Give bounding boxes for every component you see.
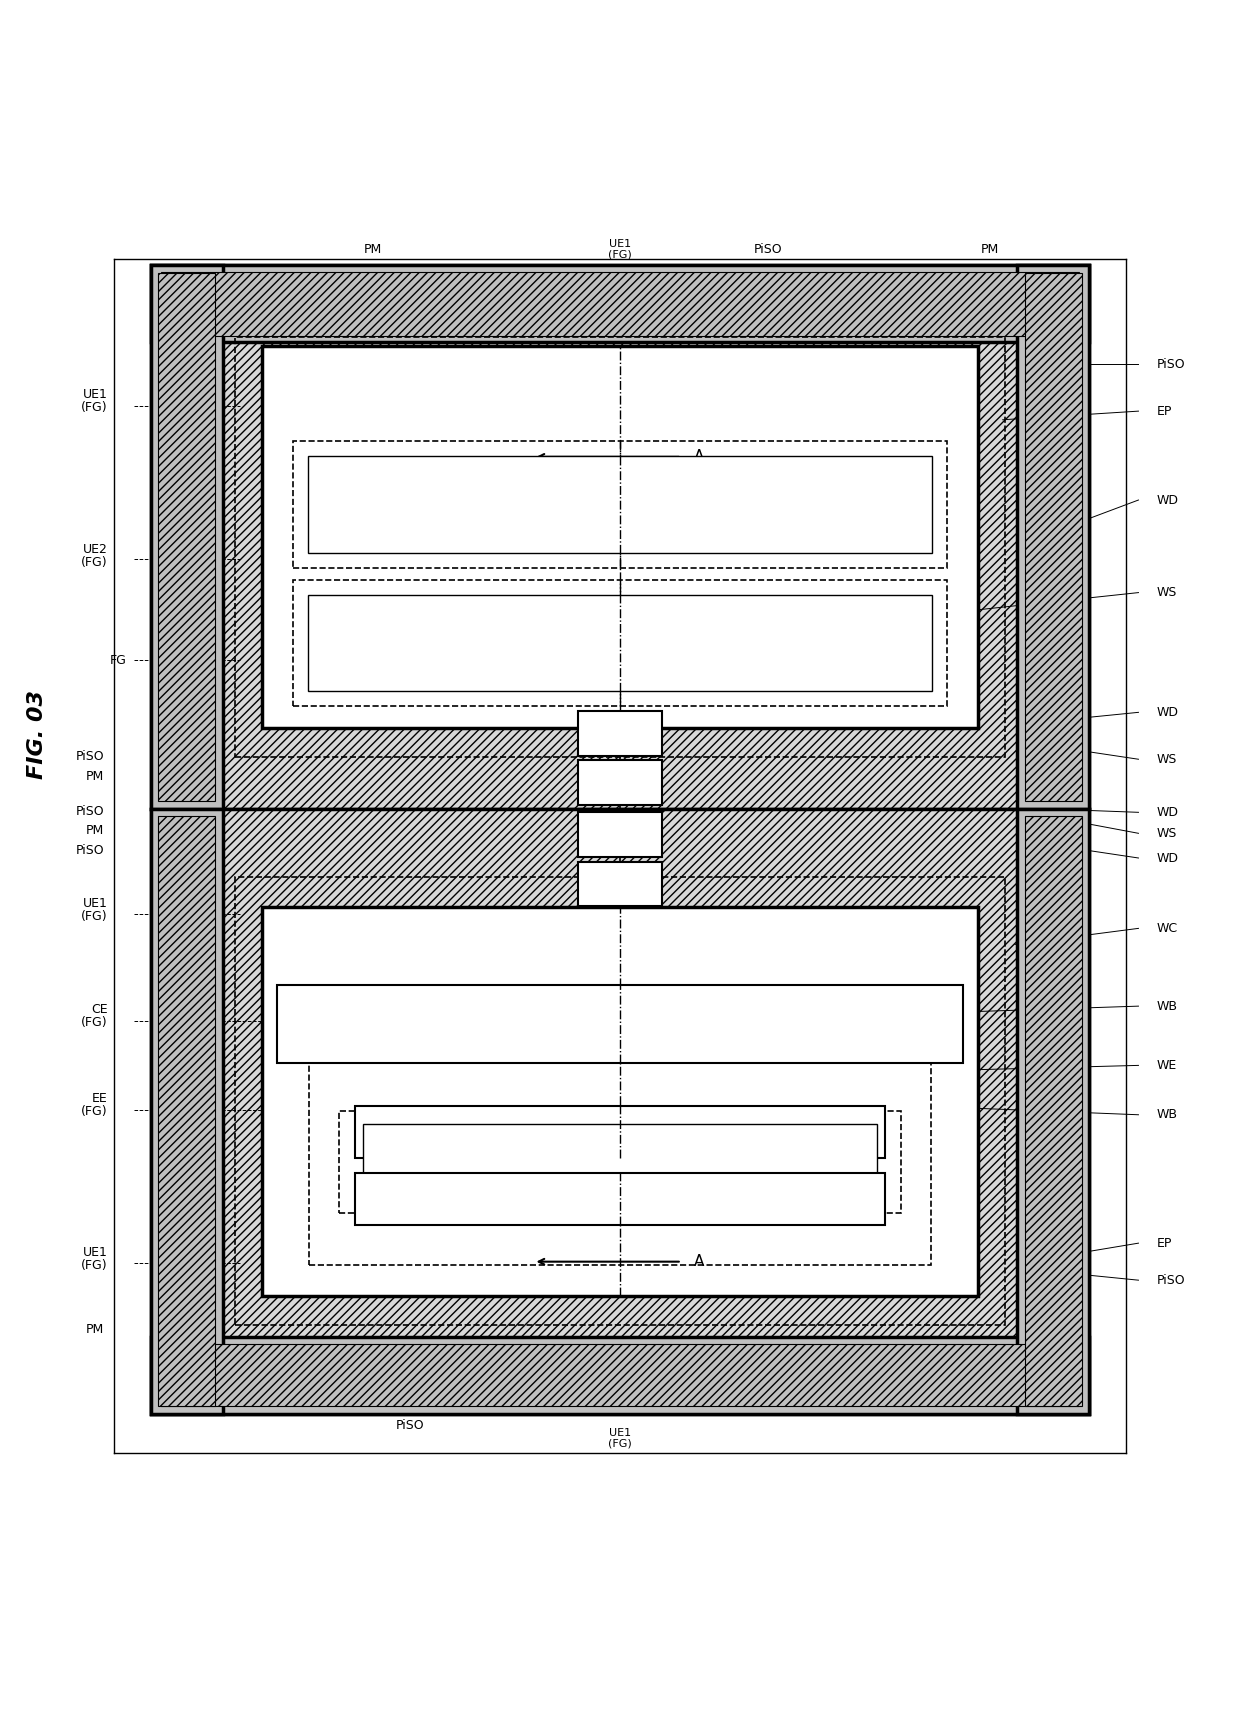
Text: PiSO: PiSO [76, 750, 104, 764]
Text: PM: PM [365, 244, 382, 256]
Bar [151, 808, 1089, 1414]
Bar [151, 266, 1089, 341]
Bar [293, 580, 947, 707]
Bar [234, 877, 1006, 1325]
Bar [1025, 273, 1081, 801]
Text: EE
(FG): EE (FG) [81, 1091, 108, 1117]
Bar [339, 1112, 901, 1213]
Bar [578, 710, 662, 755]
Bar [159, 273, 215, 801]
Text: WS: WS [1157, 753, 1177, 765]
Text: CE
(FG): CE (FG) [81, 1004, 108, 1030]
Bar [161, 1344, 1079, 1405]
Text: A: A [694, 450, 704, 465]
Bar [308, 456, 932, 553]
Text: PiSO: PiSO [1157, 357, 1185, 371]
Bar [161, 271, 1079, 336]
Text: WC: WC [1157, 921, 1178, 935]
Text: PiSO: PiSO [76, 844, 104, 856]
Bar [151, 808, 222, 1414]
Bar [293, 441, 947, 568]
Text: UE1
(FG): UE1 (FG) [608, 240, 632, 259]
Text: EP: EP [1157, 405, 1172, 417]
Bar [151, 266, 222, 808]
Bar [151, 266, 1089, 808]
Bar [355, 1172, 885, 1225]
Text: PiSO: PiSO [396, 1419, 424, 1433]
Bar [363, 1124, 877, 1199]
Text: PM: PM [86, 1323, 104, 1337]
Text: FG: FG [109, 654, 126, 668]
Text: UE1
(FG): UE1 (FG) [81, 897, 108, 923]
Text: PM: PM [86, 770, 104, 782]
Text: PM: PM [981, 244, 999, 256]
Bar [1018, 808, 1089, 1414]
Text: PiSO: PiSO [1157, 1273, 1185, 1287]
Bar [159, 817, 215, 1405]
Text: A: A [694, 1254, 704, 1270]
Bar [355, 1107, 885, 1158]
Text: WB: WB [1157, 1000, 1178, 1012]
Bar [1018, 266, 1089, 808]
Text: PiSO: PiSO [76, 805, 104, 817]
Text: PM: PM [86, 824, 104, 837]
Text: WD: WD [1157, 494, 1179, 506]
Bar [308, 595, 932, 692]
Text: EP: EP [1157, 1237, 1172, 1249]
Text: WD: WD [1157, 807, 1179, 819]
Text: UE2
(FG): UE2 (FG) [81, 542, 108, 568]
Text: WD: WD [1157, 705, 1179, 719]
Bar [578, 861, 662, 906]
Bar [277, 985, 963, 1062]
Text: FIG. 03: FIG. 03 [27, 690, 47, 779]
Bar [309, 1064, 931, 1265]
Text: WB: WB [1157, 1109, 1178, 1121]
Bar [234, 336, 1006, 757]
Text: UE1
(FG): UE1 (FG) [81, 388, 108, 414]
Text: WD: WD [1157, 851, 1179, 865]
Text: WS: WS [1157, 827, 1177, 839]
Text: UE1
(FG): UE1 (FG) [608, 1428, 632, 1448]
Bar [262, 345, 978, 728]
Bar [262, 908, 978, 1296]
Text: WE: WE [1157, 1059, 1177, 1072]
Bar [578, 812, 662, 856]
Text: UE1
(FG): UE1 (FG) [81, 1246, 108, 1272]
Text: PiSO: PiSO [754, 244, 782, 256]
Text: WS: WS [1157, 587, 1177, 599]
Bar [578, 760, 662, 805]
Bar [1025, 817, 1081, 1405]
Bar [151, 1337, 1089, 1414]
Text: PM: PM [241, 1376, 259, 1390]
